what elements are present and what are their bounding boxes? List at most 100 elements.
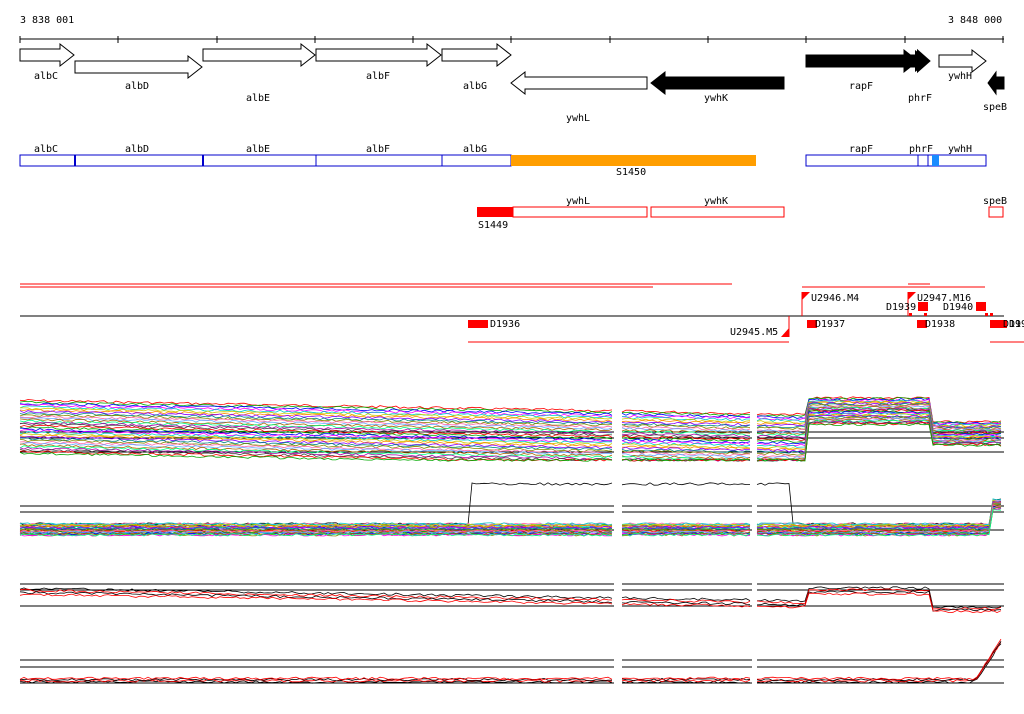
feature-label-D1938: D1938: [925, 319, 955, 330]
expression-trace: [19, 399, 613, 413]
gene-annotation-track: albC albD albE albF albG ywhL ywhK rapF …: [19, 42, 1007, 124]
feature-tick: [924, 313, 927, 316]
gene-arrow-ywhH: [938, 48, 987, 74]
expression-trace: [19, 436, 613, 450]
red-label-ywhK: ywhK: [704, 196, 728, 207]
expression-trace: [19, 407, 613, 420]
expression-trace: [621, 676, 751, 681]
expression-trace: [621, 533, 751, 537]
expression-trace: [621, 453, 751, 459]
red-label-speB: speB: [983, 196, 1007, 207]
expression-trace: [621, 529, 751, 533]
expression-trace: [756, 590, 1002, 612]
gene-label-phrF: phrF: [908, 93, 932, 104]
feature-label-D1939: D1939: [886, 302, 916, 313]
gene-arrow-ywhL: [510, 70, 648, 96]
blue-box-left: [19, 154, 512, 167]
expression-trace: [756, 397, 1002, 425]
feature-block: [997, 320, 1007, 328]
expression-trace: [756, 482, 1002, 526]
expression-panel-2: [19, 482, 1004, 537]
feature-block: [478, 320, 488, 328]
expression-trace: [621, 430, 751, 436]
expression-trace: [621, 523, 751, 527]
expression-trace: [19, 529, 613, 533]
promoter-flag: [802, 292, 810, 300]
expression-trace: [621, 409, 751, 415]
gene-arrow-speB: [987, 70, 1005, 96]
expression-trace: [756, 506, 1002, 536]
expression-trace: [756, 509, 1002, 537]
expression-trace: [756, 499, 1002, 527]
ywhL-red-box: [512, 206, 648, 218]
feature-block: [976, 302, 986, 311]
blue-label-rapF: rapF: [849, 144, 873, 155]
expression-trace: [621, 421, 751, 427]
feature-tick: [985, 313, 988, 316]
expression-trace: [19, 587, 613, 599]
red-label-ywhL: ywhL: [566, 196, 590, 207]
gene-label-albE: albE: [246, 93, 270, 104]
expression-trace: [756, 407, 1002, 439]
expression-trace: [756, 503, 1002, 532]
gene-label-ywhL: ywhL: [566, 113, 590, 124]
feature-label-D19b: D19: [1009, 319, 1024, 330]
expression-trace: [621, 679, 751, 683]
expression-trace: [621, 531, 751, 536]
feature-label-D1937: D1937: [815, 319, 845, 330]
speB-red-box: [988, 206, 1004, 218]
expression-trace: [19, 417, 613, 430]
feature-label-U2945.M5: U2945.M5: [730, 327, 778, 338]
feature-block: [990, 320, 1000, 328]
expression-trace: [19, 676, 613, 681]
ruler-start-label: 3 838 001: [20, 15, 74, 26]
gene-label-albC: albC: [34, 71, 58, 82]
expression-panel-4: [19, 638, 1004, 684]
feature-block: [918, 302, 928, 311]
gene-label-ywhK: ywhK: [704, 93, 728, 104]
expression-trace: [19, 452, 613, 462]
feature-block: [468, 320, 478, 328]
expression-trace: [19, 413, 613, 427]
expression-trace: [621, 482, 751, 486]
expression-trace: [621, 419, 751, 424]
expression-trace: [621, 528, 751, 532]
blue-label-albD: albD: [125, 144, 149, 155]
feature-tick: [990, 313, 993, 316]
expression-trace: [19, 438, 613, 453]
expression-trace: [756, 402, 1002, 430]
expression-trace: [621, 414, 751, 420]
promoter-flag: [781, 328, 789, 337]
feature-track: U2946.M4 U2947.M16 D1939 D1940 D1936 D19…: [20, 283, 1024, 343]
expression-trace: [621, 441, 751, 447]
expression-trace: [19, 527, 613, 531]
feature-tick: [909, 313, 912, 316]
expression-trace: [19, 410, 613, 424]
expression-trace: [621, 680, 750, 684]
expression-trace: [19, 533, 613, 537]
expression-trace: [621, 427, 751, 433]
expression-trace: [20, 522, 613, 526]
expression-trace: [756, 404, 1002, 432]
s1450-label: S1450: [616, 167, 646, 178]
ywhK-red-box: [650, 206, 785, 218]
expression-trace: [621, 458, 751, 462]
expression-trace: [621, 451, 750, 457]
expression-trace: [19, 482, 613, 526]
expression-trace: [756, 396, 1002, 424]
s1449-block: [477, 207, 513, 217]
expression-trace: [621, 411, 751, 417]
feature-block: [917, 320, 927, 328]
feature-label-D1940: D1940: [943, 302, 973, 313]
expression-trace: [756, 588, 1002, 611]
expression-trace: [19, 523, 613, 527]
expression-trace: [756, 409, 1002, 442]
expression-trace: [19, 528, 613, 532]
expression-trace: [756, 641, 1002, 682]
expression-trace: [756, 504, 1002, 533]
expression-trace: [19, 677, 613, 682]
gene-label-rapF: rapF: [849, 81, 873, 92]
expression-trace: [19, 680, 613, 684]
